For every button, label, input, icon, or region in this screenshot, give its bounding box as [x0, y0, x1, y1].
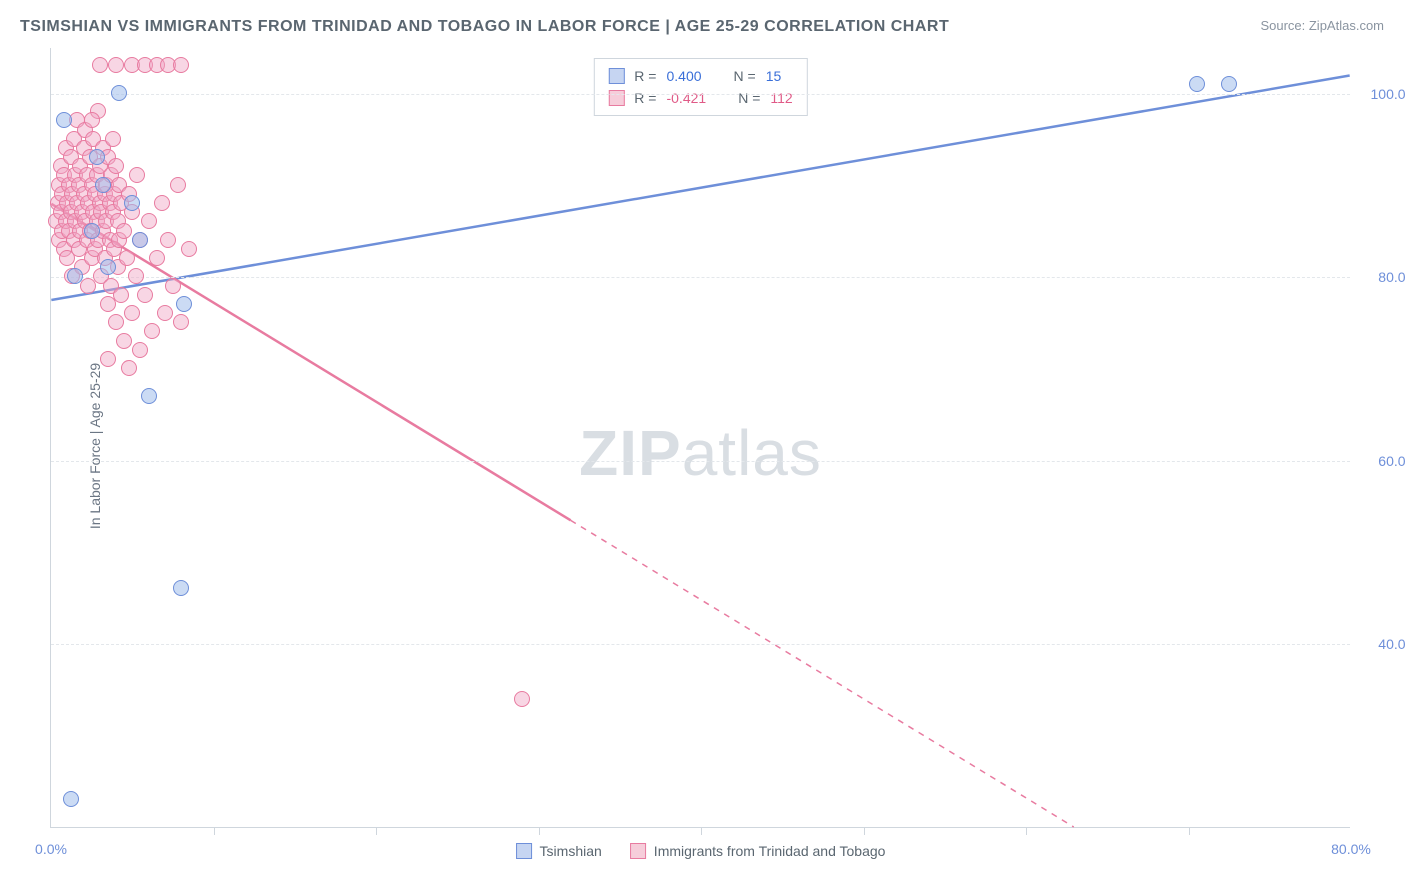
y-tick-label: 40.0% — [1358, 636, 1406, 652]
y-tick-label: 100.0% — [1358, 86, 1406, 102]
scatter-point-b — [119, 250, 135, 266]
x-tick — [376, 827, 377, 835]
n-label-b: N = — [738, 87, 760, 109]
scatter-point-b — [116, 223, 132, 239]
scatter-point-a — [132, 232, 148, 248]
series-a-label: Tsimshian — [540, 843, 602, 859]
series-b-label: Immigrants from Trinidad and Tobago — [654, 843, 886, 859]
swatch-series-b — [608, 90, 624, 106]
scatter-point-a — [173, 580, 189, 596]
scatter-point-b — [92, 57, 108, 73]
scatter-point-b — [181, 241, 197, 257]
scatter-point-b — [173, 57, 189, 73]
scatter-point-b — [132, 342, 148, 358]
scatter-point-b — [100, 351, 116, 367]
scatter-point-b — [113, 287, 129, 303]
r-label-b: R = — [634, 87, 656, 109]
scatter-point-b — [514, 691, 530, 707]
correlation-legend: R = 0.400 N = 15 R = -0.421 N = 112 — [593, 58, 807, 116]
scatter-point-b — [84, 112, 100, 128]
x-tick — [539, 827, 540, 835]
r-label-a: R = — [634, 65, 656, 87]
y-tick-label: 60.0% — [1358, 453, 1406, 469]
scatter-point-b — [173, 314, 189, 330]
scatter-point-a — [63, 791, 79, 807]
swatch-series-a — [608, 68, 624, 84]
scatter-point-b — [121, 360, 137, 376]
legend-row-series-a: R = 0.400 N = 15 — [608, 65, 792, 87]
scatter-point-a — [176, 296, 192, 312]
x-tick-label: 0.0% — [35, 841, 67, 857]
x-tick — [701, 827, 702, 835]
scatter-point-a — [100, 259, 116, 275]
scatter-point-b — [157, 305, 173, 321]
scatter-point-b — [128, 268, 144, 284]
swatch-series-b-bottom — [630, 843, 646, 859]
scatter-point-b — [108, 314, 124, 330]
correlation-chart: TSIMSHIAN VS IMMIGRANTS FROM TRINIDAD AN… — [0, 0, 1406, 892]
scatter-point-b — [141, 213, 157, 229]
scatter-point-b — [144, 323, 160, 339]
scatter-point-a — [56, 112, 72, 128]
scatter-point-a — [1189, 76, 1205, 92]
scatter-point-b — [108, 158, 124, 174]
scatter-point-b — [160, 232, 176, 248]
scatter-point-a — [111, 85, 127, 101]
swatch-series-a-bottom — [516, 843, 532, 859]
scatter-point-a — [84, 223, 100, 239]
scatter-point-b — [170, 177, 186, 193]
scatter-point-b — [108, 57, 124, 73]
x-tick — [1026, 827, 1027, 835]
legend-item-series-a: Tsimshian — [516, 843, 602, 859]
x-tick — [214, 827, 215, 835]
n-label-a: N = — [734, 65, 756, 87]
r-value-b: -0.421 — [666, 87, 706, 109]
trend-lines — [51, 48, 1350, 827]
r-value-a: 0.400 — [666, 65, 701, 87]
scatter-point-b — [137, 287, 153, 303]
y-tick-label: 80.0% — [1358, 269, 1406, 285]
scatter-point-a — [124, 195, 140, 211]
x-tick-label: 80.0% — [1331, 841, 1371, 857]
series-legend: Tsimshian Immigrants from Trinidad and T… — [516, 843, 886, 859]
gridline-h — [51, 277, 1350, 278]
trend-line — [571, 520, 1074, 827]
legend-row-series-b: R = -0.421 N = 112 — [608, 87, 792, 109]
scatter-point-a — [89, 149, 105, 165]
scatter-point-a — [67, 268, 83, 284]
n-value-b: 112 — [770, 87, 792, 109]
gridline-h — [51, 461, 1350, 462]
gridline-h — [51, 644, 1350, 645]
scatter-point-b — [149, 250, 165, 266]
x-tick — [864, 827, 865, 835]
legend-item-series-b: Immigrants from Trinidad and Tobago — [630, 843, 886, 859]
scatter-point-a — [95, 177, 111, 193]
scatter-point-b — [105, 131, 121, 147]
gridline-h — [51, 94, 1350, 95]
source-attribution: Source: ZipAtlas.com — [1260, 18, 1384, 33]
n-value-a: 15 — [766, 65, 782, 87]
plot-area: ZIPatlas R = 0.400 N = 15 R = -0.421 N =… — [50, 48, 1350, 828]
scatter-point-a — [141, 388, 157, 404]
chart-title: TSIMSHIAN VS IMMIGRANTS FROM TRINIDAD AN… — [20, 18, 949, 36]
scatter-point-b — [129, 167, 145, 183]
x-tick — [1189, 827, 1190, 835]
scatter-point-b — [124, 305, 140, 321]
scatter-point-b — [154, 195, 170, 211]
scatter-point-b — [116, 333, 132, 349]
scatter-point-b — [165, 278, 181, 294]
scatter-point-a — [1221, 76, 1237, 92]
